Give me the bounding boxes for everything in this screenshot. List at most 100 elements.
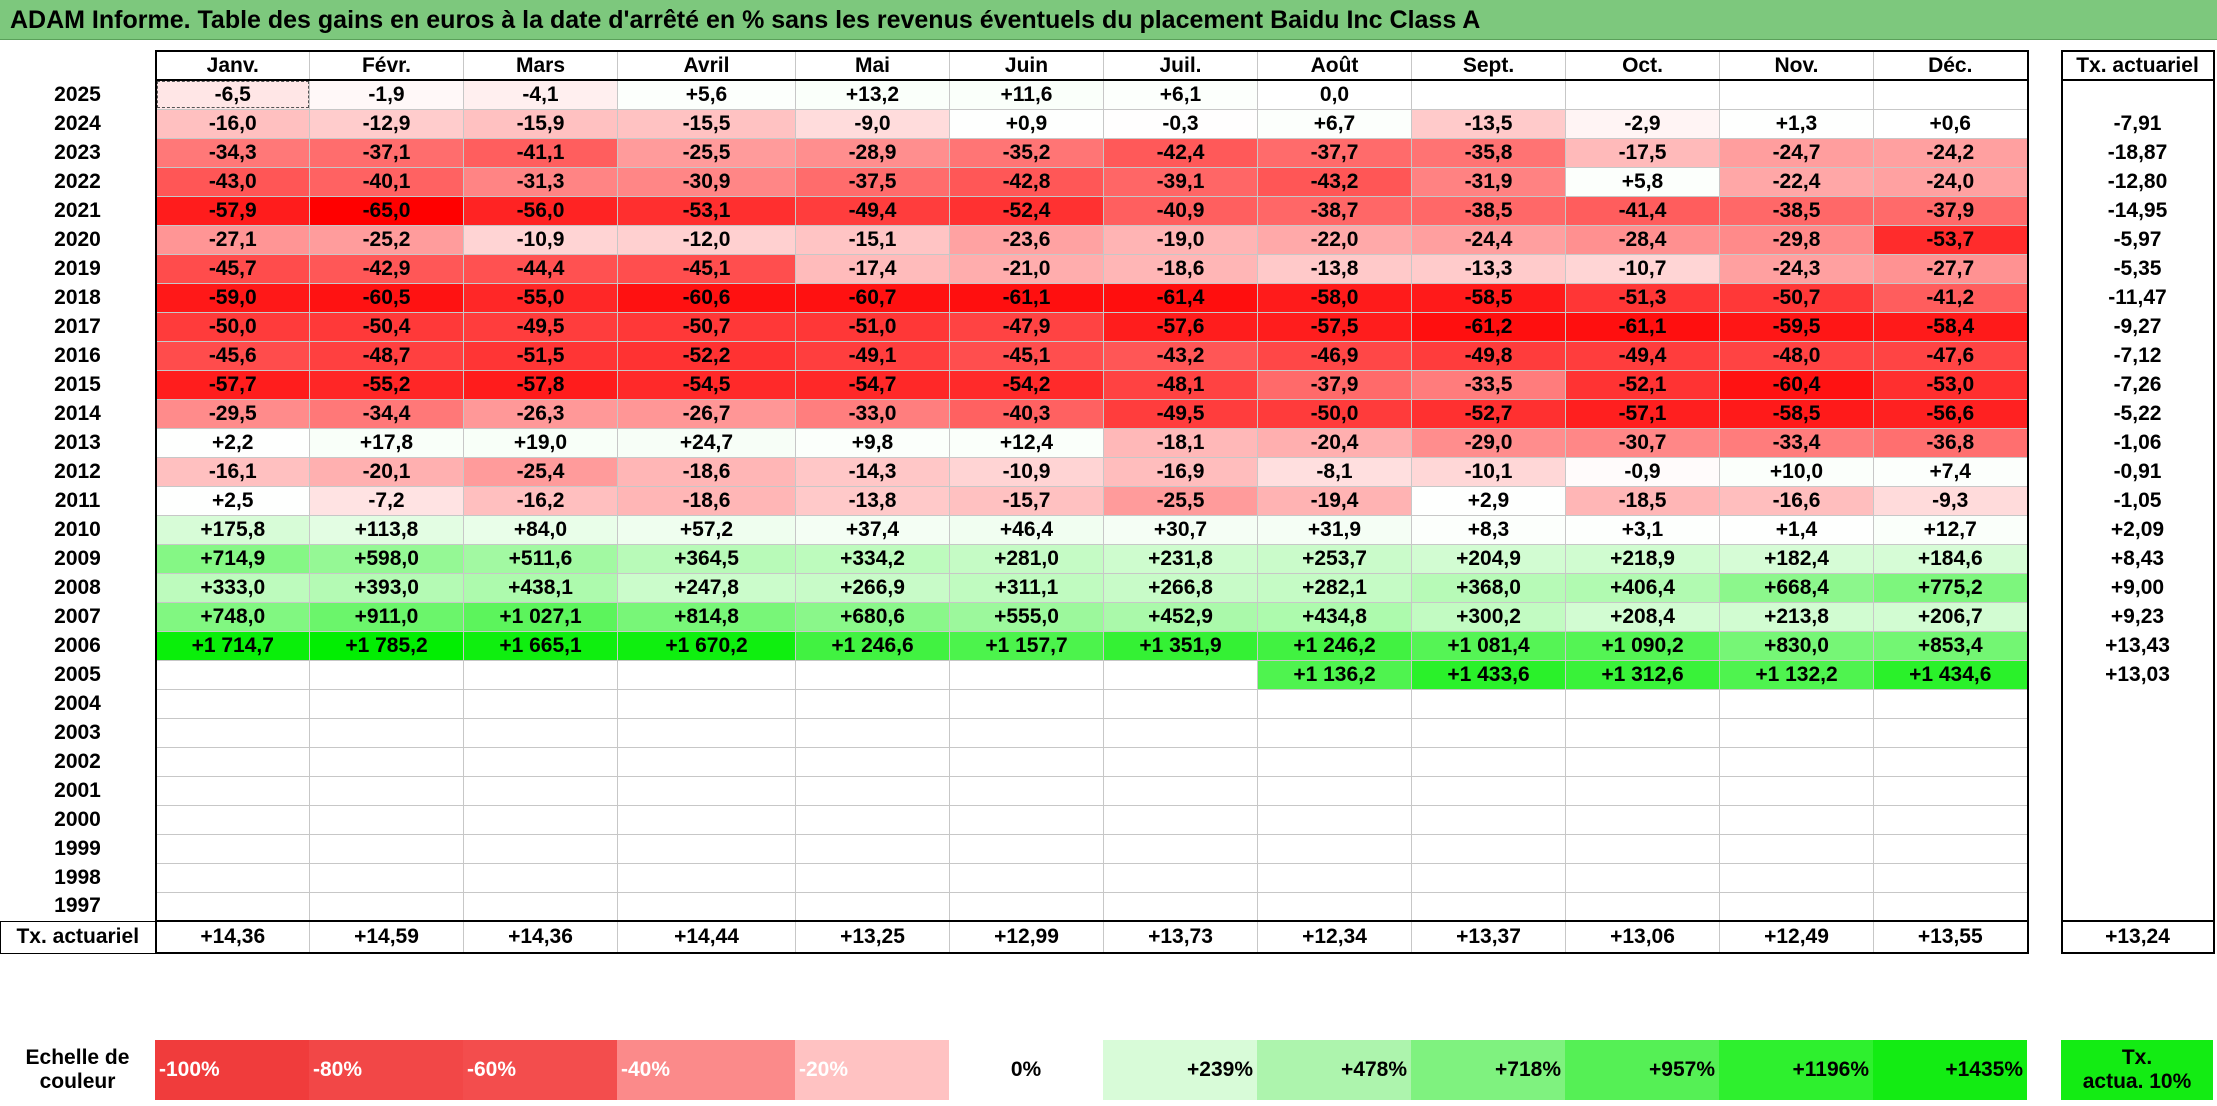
value-cell[interactable]: +680,6 xyxy=(795,601,950,632)
value-cell[interactable]: -24,0 xyxy=(1873,166,2029,197)
value-cell[interactable]: +598,0 xyxy=(309,543,464,574)
value-cell[interactable]: +1 132,2 xyxy=(1719,659,1874,690)
value-cell[interactable]: -61,1 xyxy=(949,282,1104,313)
value-cell[interactable]: +113,8 xyxy=(309,514,464,545)
value-cell[interactable] xyxy=(617,746,796,777)
value-cell[interactable]: +311,1 xyxy=(949,572,1104,603)
rate-cell[interactable]: -0,91 xyxy=(2060,457,2215,486)
value-cell[interactable]: +31,9 xyxy=(1257,514,1412,545)
value-cell[interactable]: -19,4 xyxy=(1257,485,1412,516)
value-cell[interactable]: -18,5 xyxy=(1565,485,1720,516)
value-cell[interactable]: -22,4 xyxy=(1719,166,1874,197)
rate-cell[interactable]: +8,43 xyxy=(2060,544,2215,573)
value-cell[interactable]: +13,2 xyxy=(795,79,950,110)
value-cell[interactable]: +30,7 xyxy=(1103,514,1258,545)
value-cell[interactable]: -51,0 xyxy=(795,311,950,342)
value-cell[interactable]: -28,4 xyxy=(1565,224,1720,255)
value-cell[interactable]: -15,1 xyxy=(795,224,950,255)
value-cell[interactable] xyxy=(154,833,310,864)
value-cell[interactable]: +218,9 xyxy=(1565,543,1720,574)
value-cell[interactable]: -13,3 xyxy=(1411,253,1566,284)
value-cell[interactable]: -21,0 xyxy=(949,253,1104,284)
value-cell[interactable] xyxy=(617,775,796,806)
value-cell[interactable]: +334,2 xyxy=(795,543,950,574)
value-cell[interactable] xyxy=(795,833,950,864)
value-cell[interactable] xyxy=(1257,833,1412,864)
value-cell[interactable]: -60,7 xyxy=(795,282,950,313)
value-cell[interactable] xyxy=(463,659,618,690)
value-cell[interactable] xyxy=(309,688,464,719)
value-cell[interactable] xyxy=(1257,804,1412,835)
value-cell[interactable]: -12,9 xyxy=(309,108,464,139)
rate-cell[interactable]: -7,26 xyxy=(2060,370,2215,399)
value-cell[interactable]: +213,8 xyxy=(1719,601,1874,632)
rate-cell[interactable]: -12,80 xyxy=(2060,167,2215,196)
value-cell[interactable] xyxy=(1411,746,1566,777)
value-cell[interactable] xyxy=(617,717,796,748)
value-cell[interactable]: -49,4 xyxy=(795,195,950,226)
value-cell[interactable] xyxy=(463,891,618,922)
value-cell[interactable] xyxy=(1257,688,1412,719)
value-cell[interactable] xyxy=(1719,688,1874,719)
rate-cell[interactable]: +9,00 xyxy=(2060,573,2215,602)
value-cell[interactable]: -42,4 xyxy=(1103,137,1258,168)
value-cell[interactable]: -4,1 xyxy=(463,79,618,110)
value-cell[interactable]: -12,0 xyxy=(617,224,796,255)
value-cell[interactable] xyxy=(1103,688,1258,719)
value-cell[interactable]: -36,8 xyxy=(1873,427,2029,458)
value-cell[interactable] xyxy=(463,775,618,806)
footer-rate-cell[interactable]: +14,44 xyxy=(617,920,796,954)
footer-rate-cell[interactable]: +13,25 xyxy=(795,920,950,954)
value-cell[interactable]: -45,1 xyxy=(949,340,1104,371)
value-cell[interactable]: -34,3 xyxy=(154,137,310,168)
rate-cell[interactable] xyxy=(2060,80,2215,109)
value-cell[interactable]: -24,3 xyxy=(1719,253,1874,284)
value-cell[interactable]: +266,8 xyxy=(1103,572,1258,603)
value-cell[interactable]: -9,3 xyxy=(1873,485,2029,516)
value-cell[interactable] xyxy=(1873,79,2029,110)
value-cell[interactable]: -37,9 xyxy=(1873,195,2029,226)
value-cell[interactable]: -20,4 xyxy=(1257,427,1412,458)
value-cell[interactable]: -15,9 xyxy=(463,108,618,139)
value-cell[interactable]: -38,5 xyxy=(1411,195,1566,226)
value-cell[interactable]: +555,0 xyxy=(949,601,1104,632)
value-cell[interactable]: +1,4 xyxy=(1719,514,1874,545)
value-cell[interactable]: +266,9 xyxy=(795,572,950,603)
value-cell[interactable]: +911,0 xyxy=(309,601,464,632)
value-cell[interactable]: -49,8 xyxy=(1411,340,1566,371)
value-cell[interactable]: +182,4 xyxy=(1719,543,1874,574)
value-cell[interactable]: -27,1 xyxy=(154,224,310,255)
rate-cell[interactable] xyxy=(2060,747,2215,776)
value-cell[interactable]: -49,5 xyxy=(463,311,618,342)
value-cell[interactable]: -50,4 xyxy=(309,311,464,342)
value-cell[interactable]: +206,7 xyxy=(1873,601,2029,632)
rate-cell[interactable] xyxy=(2060,863,2215,892)
value-cell[interactable] xyxy=(949,659,1104,690)
footer-rate-cell[interactable]: +14,59 xyxy=(309,920,464,954)
value-cell[interactable] xyxy=(1565,717,1720,748)
value-cell[interactable]: +6,7 xyxy=(1257,108,1412,139)
rate-cell[interactable]: +13,43 xyxy=(2060,631,2215,660)
footer-total-rate[interactable]: +13,24 xyxy=(2060,920,2215,954)
value-cell[interactable]: +1 433,6 xyxy=(1411,659,1566,690)
value-cell[interactable]: -50,0 xyxy=(154,311,310,342)
value-cell[interactable] xyxy=(463,833,618,864)
value-cell[interactable] xyxy=(795,659,950,690)
value-cell[interactable]: +46,4 xyxy=(949,514,1104,545)
value-cell[interactable]: -10,9 xyxy=(949,456,1104,487)
value-cell[interactable] xyxy=(949,775,1104,806)
value-cell[interactable]: -37,7 xyxy=(1257,137,1412,168)
value-cell[interactable]: -49,1 xyxy=(795,340,950,371)
value-cell[interactable] xyxy=(1103,833,1258,864)
value-cell[interactable]: -37,1 xyxy=(309,137,464,168)
value-cell[interactable] xyxy=(154,746,310,777)
rate-cell[interactable]: -11,47 xyxy=(2060,283,2215,312)
value-cell[interactable]: -34,4 xyxy=(309,398,464,429)
value-cell[interactable]: +368,0 xyxy=(1411,572,1566,603)
value-cell[interactable]: +1 665,1 xyxy=(463,630,618,661)
value-cell[interactable]: +452,9 xyxy=(1103,601,1258,632)
value-cell[interactable] xyxy=(1873,804,2029,835)
value-cell[interactable]: +775,2 xyxy=(1873,572,2029,603)
rate-cell[interactable]: -7,91 xyxy=(2060,109,2215,138)
value-cell[interactable] xyxy=(1257,862,1412,893)
